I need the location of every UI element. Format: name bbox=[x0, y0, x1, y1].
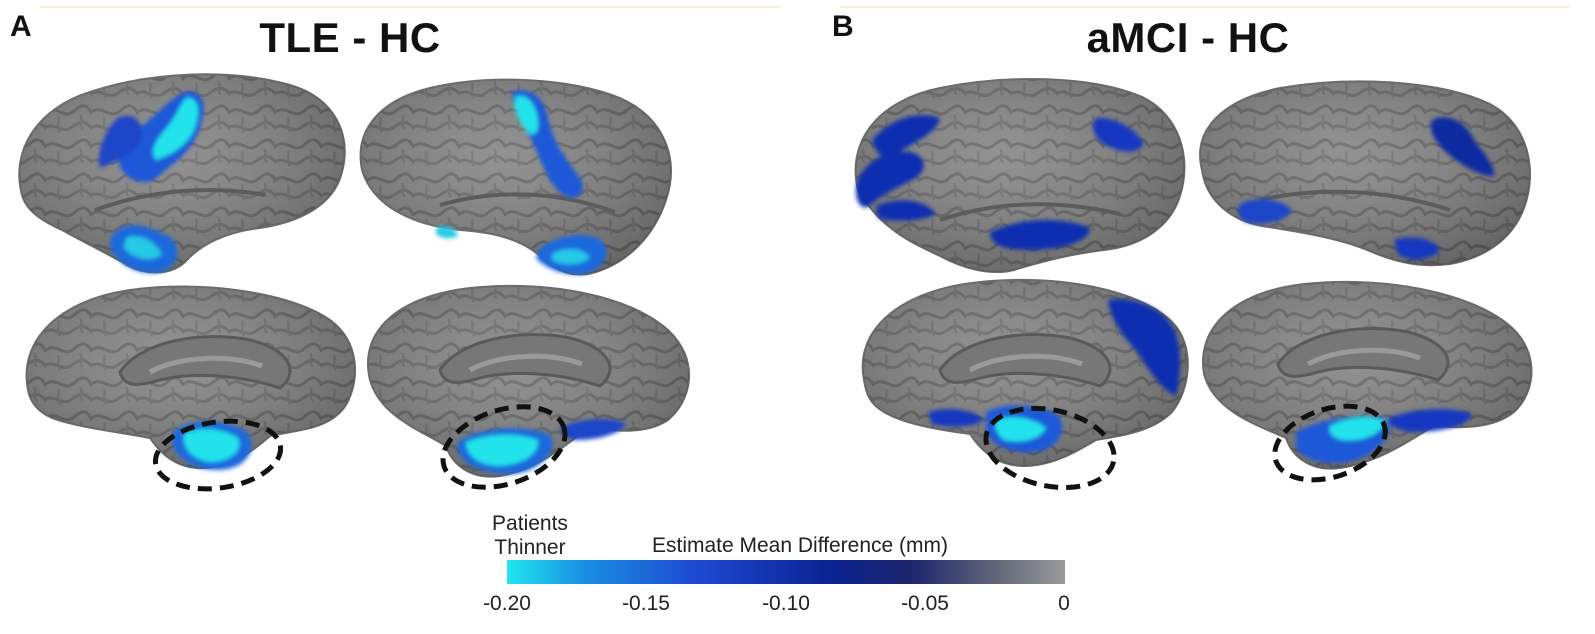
brain-b-left-medial bbox=[861, 279, 1189, 491]
panel-a-label: A bbox=[10, 10, 32, 43]
colorbar-tick-label: 0 bbox=[1058, 592, 1070, 615]
legend-patients-label: Patients bbox=[492, 512, 568, 535]
colorbar-tick-label: -0.20 bbox=[483, 592, 531, 615]
top-rule-left bbox=[40, 6, 780, 8]
brain-b-right-medial bbox=[1202, 281, 1533, 483]
brain-a-right-medial bbox=[367, 285, 691, 490]
roi-outline-b-right bbox=[1272, 403, 1388, 483]
brain-b-left-lateral bbox=[854, 78, 1186, 274]
colorbar-tick-label: -0.15 bbox=[622, 592, 670, 615]
roi-outline-a-right bbox=[440, 404, 568, 490]
legend-patients-thinner: Patients Thinner bbox=[470, 512, 590, 560]
colorbar-tick-label: -0.10 bbox=[762, 592, 810, 615]
top-rule-right bbox=[840, 6, 1570, 8]
colorbar-title: Estimate Mean Difference (mm) bbox=[651, 534, 949, 557]
panel-b-label: B bbox=[832, 10, 854, 43]
brain-a-left-lateral bbox=[18, 73, 346, 274]
brain-a-left-medial bbox=[25, 285, 356, 492]
brain-a-right-lateral bbox=[359, 78, 673, 276]
brain-b-right-lateral bbox=[1199, 80, 1531, 267]
colorbar bbox=[507, 560, 1065, 584]
panel-a-title: TLE - HC bbox=[259, 14, 441, 61]
panel-b-title: aMCI - HC bbox=[1086, 14, 1290, 61]
roi-outline-b-left bbox=[983, 405, 1117, 491]
colorbar-tick-label: -0.05 bbox=[901, 592, 949, 615]
legend-thinner-label: Thinner bbox=[494, 536, 566, 559]
roi-outline-a-left bbox=[152, 418, 284, 492]
